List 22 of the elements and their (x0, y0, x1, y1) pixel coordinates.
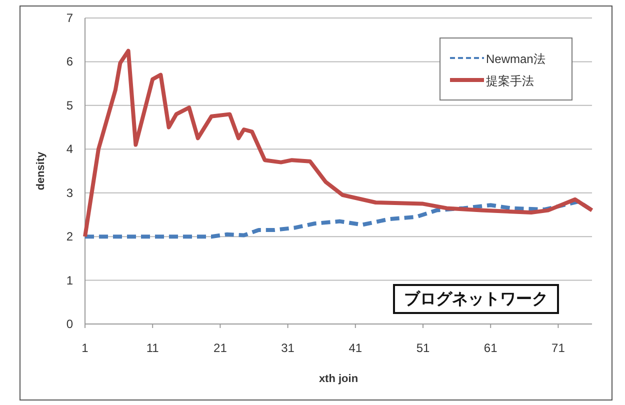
x-tick-label: 21 (214, 341, 228, 355)
y-tick-label: 5 (66, 98, 74, 112)
line-series (83, 48, 594, 239)
x-tick-label: 31 (281, 341, 295, 355)
y-tick-label: 3 (66, 186, 74, 200)
x-axis-title: xth join (318, 373, 358, 385)
x-tick-label: 71 (552, 341, 566, 355)
y-tick-label: 7 (66, 11, 74, 25)
y-axis-title: density (35, 150, 47, 190)
y-tick-label: 1 (66, 273, 74, 288)
x-tick-label: 1 (82, 341, 89, 355)
x-tick-label: 41 (348, 341, 362, 355)
x-tick-label: 51 (416, 341, 430, 355)
y-tick-label: 2 (66, 230, 74, 244)
y-tick-label: 4 (66, 142, 74, 156)
y-tick-label: 6 (66, 54, 74, 69)
legend-label: Newman法 (486, 52, 546, 66)
legend-label: 提案手法 (486, 74, 534, 88)
y-tick-label: 0 (66, 317, 74, 331)
annotation: ブログネットワーク (404, 290, 548, 308)
x-tick-label: 61 (484, 341, 498, 355)
x-tick-label: 11 (146, 341, 160, 355)
